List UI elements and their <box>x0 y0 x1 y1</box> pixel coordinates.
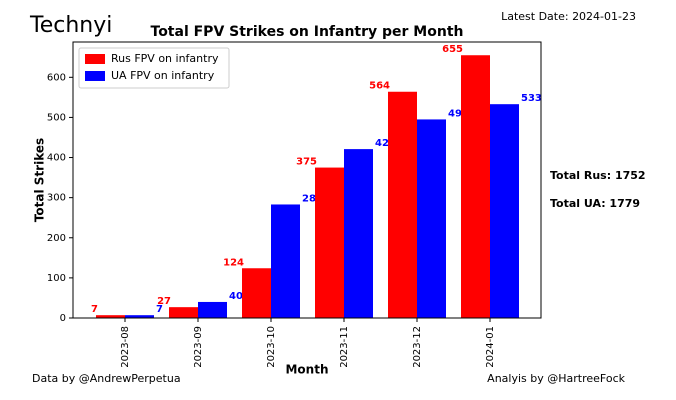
legend-swatch <box>85 71 105 81</box>
bar <box>242 268 271 318</box>
y-tick-label: 300 <box>47 193 66 204</box>
plot-frame <box>72 41 542 319</box>
value-label: 7 <box>91 304 98 315</box>
total-rus: Total Rus: 1752 <box>550 169 646 182</box>
y-tick-label: 400 <box>47 153 66 164</box>
x-tick-label: 2024-01 <box>485 326 496 368</box>
value-label: 495 <box>448 108 469 119</box>
bar <box>461 55 490 318</box>
bar <box>315 167 344 318</box>
legend-swatch <box>85 54 105 64</box>
value-label: 421 <box>375 138 396 149</box>
legend-label: Rus FPV on infantry <box>111 52 219 65</box>
value-label: 375 <box>296 157 317 168</box>
bar <box>490 104 519 318</box>
x-tick-label: 2023-10 <box>266 326 277 368</box>
legend-box <box>78 47 230 89</box>
bar <box>96 315 125 318</box>
x-tick-label: 2023-12 <box>412 326 423 368</box>
bar <box>125 315 154 318</box>
value-label: 655 <box>442 44 463 55</box>
x-tick-label: 2023-09 <box>193 326 204 368</box>
bar <box>271 204 300 318</box>
bar <box>198 301 227 318</box>
value-label: 533 <box>521 93 542 104</box>
y-tick-label: 600 <box>47 72 66 83</box>
total-ua: Total UA: 1779 <box>550 197 640 210</box>
y-tick-label: 0 <box>60 313 66 324</box>
value-label: 124 <box>223 257 244 268</box>
value-label: 564 <box>369 81 390 92</box>
value-label: 27 <box>157 296 171 307</box>
date-note: Latest Date: 2024-01-23 <box>501 10 636 23</box>
y-tick-label: 200 <box>47 233 66 244</box>
legend-label: UA FPV on infantry <box>111 69 215 82</box>
x-axis-label: Month <box>285 363 328 377</box>
bar <box>169 307 198 318</box>
value-label: 7 <box>156 304 163 315</box>
x-tick-label: 2023-08 <box>120 326 131 368</box>
x-tick-label: 2023-11 <box>339 326 350 368</box>
bar <box>388 91 417 318</box>
credit-data: Data by @AndrewPerpetua <box>32 372 181 385</box>
bar <box>344 149 373 318</box>
value-label: 283 <box>302 193 323 204</box>
credit-analysis: Analyis by @HartreeFock <box>487 372 625 385</box>
y-tick-label: 100 <box>47 273 66 284</box>
y-tick-label: 500 <box>47 112 66 123</box>
logo: Technyi <box>29 13 112 38</box>
y-axis-label: Total Strikes <box>33 138 47 222</box>
chart-title: Total FPV Strikes on Infantry per Month <box>151 24 464 40</box>
value-label: 40 <box>229 291 243 302</box>
bar <box>417 119 446 319</box>
